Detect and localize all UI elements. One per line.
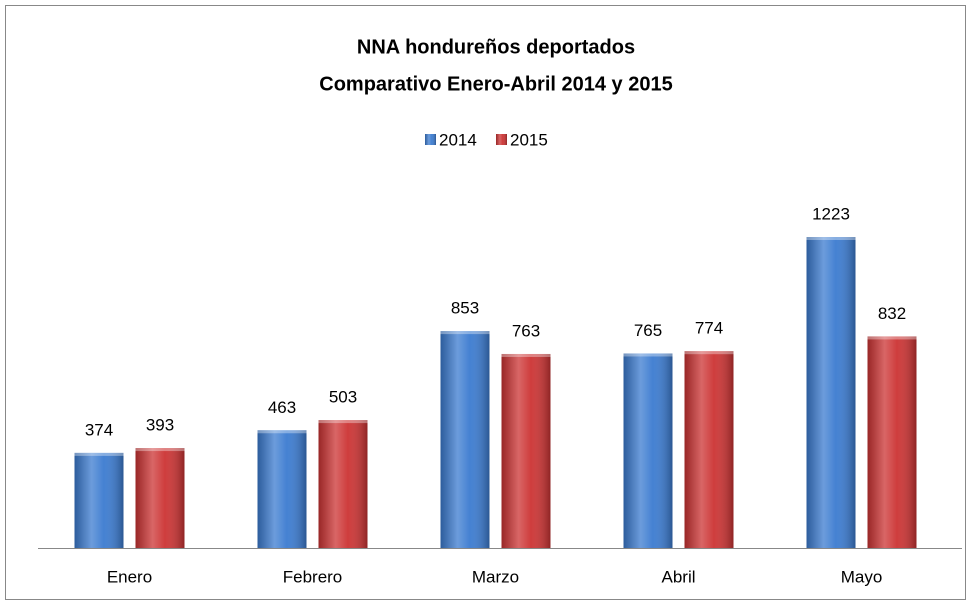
data-label: 503 bbox=[329, 388, 357, 407]
bar-top bbox=[867, 336, 917, 340]
x-tick-label: Enero bbox=[107, 567, 152, 586]
x-tick-label: Marzo bbox=[472, 567, 519, 586]
bar-shine bbox=[318, 420, 368, 548]
bar-top bbox=[318, 420, 368, 424]
x-tick-label: Febrero bbox=[283, 567, 343, 586]
bar-top bbox=[623, 353, 673, 357]
bar-shine bbox=[623, 353, 673, 548]
x-tick-label: Mayo bbox=[841, 567, 883, 586]
data-label: 832 bbox=[878, 304, 906, 323]
data-label: 374 bbox=[85, 420, 113, 439]
bar-shine bbox=[440, 331, 490, 548]
data-label: 393 bbox=[146, 416, 174, 435]
data-label: 765 bbox=[634, 321, 662, 340]
bar-top bbox=[684, 351, 734, 355]
bar-top bbox=[806, 237, 856, 241]
x-tick-label: Abril bbox=[661, 567, 695, 586]
bar-shine bbox=[257, 430, 307, 548]
bar-shine bbox=[806, 237, 856, 548]
bar-shine bbox=[74, 452, 124, 548]
bar-shine bbox=[501, 353, 551, 548]
bar-top bbox=[501, 353, 551, 357]
legend-swatch-shine bbox=[496, 134, 507, 145]
legend-label: 2015 bbox=[510, 130, 548, 149]
data-label: 853 bbox=[451, 299, 479, 318]
bar-shine bbox=[135, 448, 185, 548]
data-label: 463 bbox=[268, 398, 296, 417]
bar-shine bbox=[684, 351, 734, 548]
bar-shine bbox=[867, 336, 917, 548]
data-label: 763 bbox=[512, 321, 540, 340]
legend-label: 2014 bbox=[439, 130, 477, 149]
bar-top bbox=[257, 430, 307, 434]
bar-top bbox=[135, 448, 185, 452]
data-label: 774 bbox=[695, 319, 723, 338]
data-label: 1223 bbox=[812, 204, 850, 223]
bar-top bbox=[440, 331, 490, 335]
bar-top bbox=[74, 452, 124, 456]
legend-swatch-shine bbox=[425, 134, 436, 145]
chart-subtitle: Comparativo Enero-Abril 2014 y 2015 bbox=[319, 73, 672, 95]
chart-title: NNA hondureños deportados bbox=[357, 36, 635, 58]
